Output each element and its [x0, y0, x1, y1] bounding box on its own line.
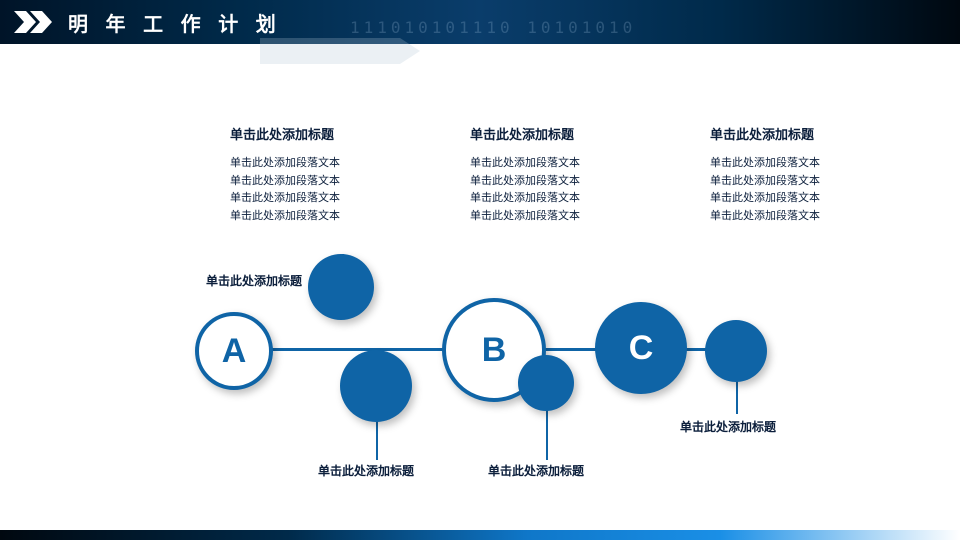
page-title: 明 年 工 作 计 划 [68, 8, 282, 37]
connector-line [260, 348, 460, 351]
chevron-icon [14, 11, 58, 33]
bubble-label-right: 单击此处添加标题 [680, 418, 776, 435]
bubble-label-top-left: 单击此处添加标题 [206, 272, 302, 289]
text-columns: 单击此处添加标题 单击此处添加段落文本 单击此处添加段落文本 单击此处添加段落文… [230, 124, 880, 225]
column-line: 单击此处添加段落文本 [470, 190, 640, 208]
column-line: 单击此处添加段落文本 [710, 173, 880, 191]
node-a: A [195, 312, 273, 390]
column-line: 单击此处添加段落文本 [470, 155, 640, 173]
column-line: 单击此处添加段落文本 [710, 155, 880, 173]
node-letter: B [482, 331, 507, 370]
column-title: 单击此处添加标题 [710, 124, 880, 143]
bubble-label-bottom-mid: 单击此处添加标题 [488, 462, 584, 479]
bubble-small-3 [518, 355, 574, 411]
bubble-label-bottom-left: 单击此处添加标题 [318, 462, 414, 479]
column-title: 单击此处添加标题 [470, 124, 640, 143]
column-line: 单击此处添加段落文本 [230, 155, 400, 173]
column-line: 单击此处添加段落文本 [230, 190, 400, 208]
column-line: 单击此处添加段落文本 [710, 208, 880, 226]
footer-strip [0, 530, 960, 540]
column-line: 单击此处添加段落文本 [470, 208, 640, 226]
column-1: 单击此处添加标题 单击此处添加段落文本 单击此处添加段落文本 单击此处添加段落文… [230, 124, 400, 225]
column-3: 单击此处添加标题 单击此处添加段落文本 单击此处添加段落文本 单击此处添加段落文… [710, 124, 880, 225]
bubble-diagram: A B C 单击此处添加标题 单击此处添加标题 单击此处添加标题 单击此处添加标… [150, 240, 830, 490]
bubble-small-1 [308, 254, 374, 320]
bubble-small-2 [340, 350, 412, 422]
node-letter: A [222, 332, 247, 371]
node-letter: C [629, 329, 654, 368]
bubble-small-4 [705, 320, 767, 382]
column-2: 单击此处添加标题 单击此处添加段落文本 单击此处添加段落文本 单击此处添加段落文… [470, 124, 640, 225]
column-title: 单击此处添加标题 [230, 124, 400, 143]
column-line: 单击此处添加段落文本 [230, 208, 400, 226]
node-c: C [595, 302, 687, 394]
column-line: 单击此处添加段落文本 [710, 190, 880, 208]
header-band: 明 年 工 作 计 划 [0, 0, 960, 44]
column-line: 单击此处添加段落文本 [470, 173, 640, 191]
column-line: 单击此处添加段落文本 [230, 173, 400, 191]
